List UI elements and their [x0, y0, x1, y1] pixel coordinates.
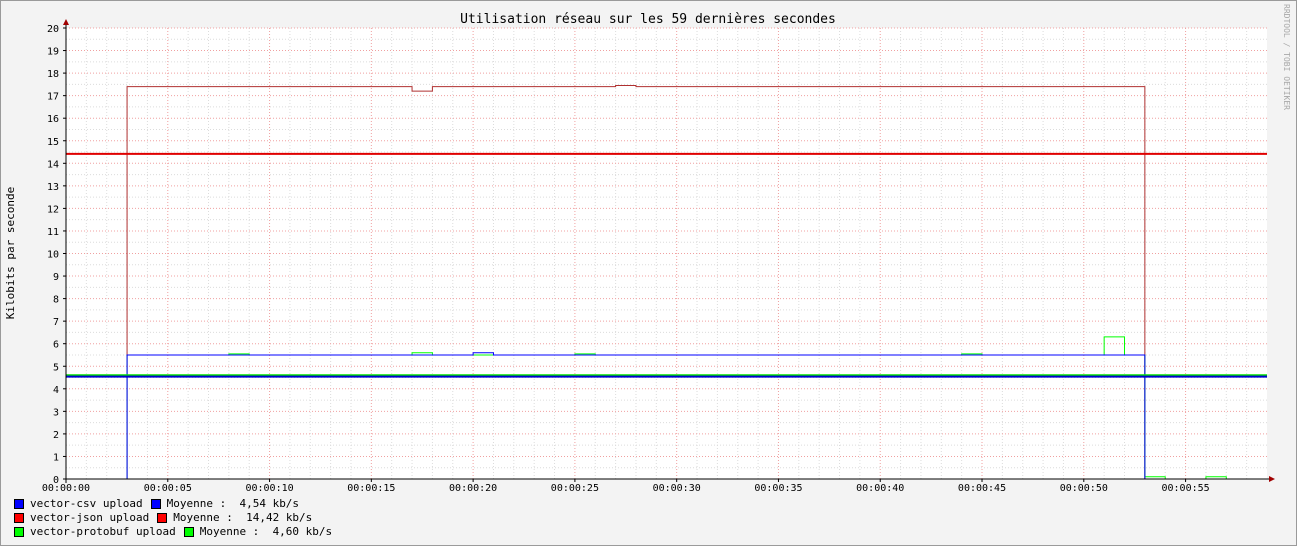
y-tick-label: 7 — [53, 317, 59, 328]
legend-avg-swatch — [157, 513, 168, 523]
y-tick-label: 4 — [53, 385, 59, 396]
y-tick-label: 12 — [47, 204, 59, 215]
legend-series-name: vector-protobuf upload — [30, 525, 176, 538]
series-line-json — [66, 85, 1267, 480]
y-tick-label: 18 — [47, 69, 59, 80]
axes — [63, 19, 1275, 483]
x-tick-label: 00:00:25 — [551, 483, 599, 494]
x-tick-labels: 00:00:00 00:00:05 00:00:10 00:00:15 00:00:20… — [42, 483, 1210, 494]
x-tick-label: 00:00:45 — [958, 483, 1006, 494]
x-tick-label: 00:00:10 — [245, 483, 293, 494]
x-tick-label: 00:00:40 — [856, 483, 904, 494]
y-tick-label: 6 — [53, 340, 59, 351]
legend-avg-swatch — [183, 527, 194, 537]
chart-title: Utilisation réseau sur les 59 dernières … — [460, 12, 836, 27]
legend-series-name: vector-csv upload — [30, 497, 143, 510]
y-tick-label: 11 — [47, 227, 59, 238]
y-tick-label: 10 — [47, 250, 59, 261]
legend-avg-value: 14,42 kb/s — [246, 511, 313, 524]
y-axis-arrow — [63, 19, 69, 25]
x-tick-label: 00:00:20 — [449, 483, 497, 494]
legend-series-name: vector-json upload — [30, 511, 150, 524]
x-tick-label: 00:00:00 — [42, 483, 90, 494]
legend-item-protobuf: vector-protobuf upload Moyenne : 4,60 kb… — [14, 525, 332, 539]
x-tick-label: 00:00:55 — [1161, 483, 1209, 494]
y-tick-label: 13 — [47, 182, 59, 193]
legend-avg-label: Moyenne : — [199, 525, 260, 538]
legend-swatch — [14, 513, 24, 523]
x-tick-label: 00:00:30 — [653, 483, 701, 494]
legend-avg-value: 4,54 kb/s — [239, 497, 300, 510]
legend-avg-swatch — [150, 499, 161, 509]
y-tick-label: 19 — [47, 47, 59, 58]
x-tick-label: 00:00:50 — [1060, 483, 1108, 494]
y-tick-label: 16 — [47, 114, 59, 125]
legend-avg-label: Moyenne : — [173, 511, 233, 524]
series-line-csv — [66, 352, 1267, 480]
legend-avg-value: 4,60 kb/s — [272, 525, 333, 538]
legend-item-csv: vector-csv upload Moyenne : 4,54 kb/s — [14, 497, 332, 511]
y-tick-label: 17 — [47, 92, 59, 103]
y-tick-label: 9 — [53, 272, 59, 283]
y-tick-label: 15 — [47, 137, 59, 148]
x-tick-label: 00:00:05 — [144, 483, 192, 494]
y-tick-label: 0 — [53, 475, 59, 486]
legend-avg-label: Moyenne : — [166, 497, 227, 510]
series-lines — [66, 85, 1267, 480]
y-tick-label: 2 — [53, 430, 59, 441]
x-tick-label: 00:00:35 — [754, 483, 802, 494]
y-axis-label: Kilobits par seconde — [4, 187, 17, 319]
y-tick-label: 5 — [53, 362, 59, 373]
y-tick-label: 20 — [47, 24, 59, 35]
legend-item-json: vector-json upload Moyenne : 14,42 kb/s — [14, 511, 332, 525]
watermark: RRDTOOL / TOBI OETIKER — [1282, 4, 1291, 110]
y-tick-label: 1 — [53, 452, 59, 463]
grid — [66, 27, 1267, 479]
x-tick-label: 00:00:15 — [347, 483, 395, 494]
y-tick-label: 3 — [53, 407, 59, 418]
y-tick-label: 8 — [53, 295, 59, 306]
x-axis-arrow — [1269, 476, 1275, 482]
legend-swatch — [14, 527, 24, 537]
legend: vector-csv upload Moyenne : 4,54 kb/s ve… — [14, 497, 332, 539]
y-tick-label: 14 — [47, 159, 59, 170]
legend-swatch — [14, 499, 24, 509]
